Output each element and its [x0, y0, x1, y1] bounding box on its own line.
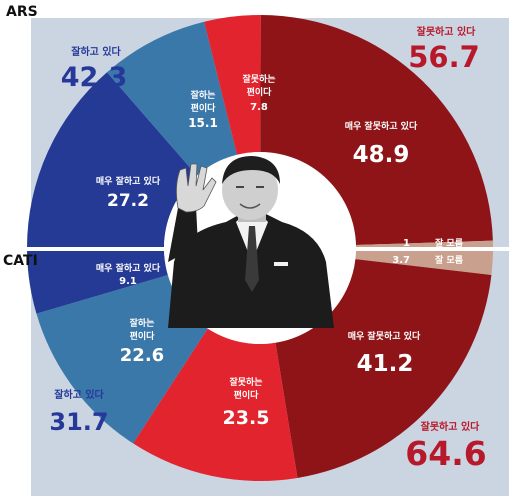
ars-very-bad-label: 매우 잘못하고 있다 — [345, 120, 418, 132]
cati-somewhat-bad-value: 23.5 — [223, 407, 270, 429]
cati-unknown-label: 잘 모름 — [435, 254, 463, 266]
ars-very-good-label: 매우 잘하고 있다 — [96, 175, 161, 187]
ars-section-label: ARS — [6, 4, 38, 20]
ars-somewhat-good-label-1: 잘하는 — [191, 89, 216, 101]
cati-section-label: CATI — [3, 253, 38, 269]
cati-slice-very-good — [27, 248, 168, 314]
ars-unknown-label: 잘 모름 — [435, 237, 463, 249]
cati-slice-very-bad — [275, 259, 492, 478]
ars-somewhat-good-label-2: 편이다 — [191, 102, 217, 114]
cati-very-good-value: 9.1 — [119, 276, 137, 287]
cati-slice-somewhat-good — [36, 275, 208, 444]
cati-unknown-value: 3.7 — [392, 255, 410, 266]
cati-somewhat-good-value: 22.6 — [120, 345, 164, 366]
ars-slice-very-bad — [260, 15, 493, 245]
cati-good-total-label: 잘하고 있다 — [54, 388, 104, 401]
cati-somewhat-bad-label-2: 편이다 — [234, 389, 260, 401]
ars-slice-somewhat-good — [107, 21, 238, 176]
ars-good-total-label: 잘하고 있다 — [71, 45, 121, 58]
cati-somewhat-bad-label-1: 잘못하는 — [229, 376, 262, 388]
president-photo — [168, 156, 334, 328]
cati-very-bad-value: 41.2 — [357, 351, 414, 377]
cati-somewhat-good-label-2: 편이다 — [130, 330, 156, 342]
ars-unknown-value: 1 — [403, 238, 410, 249]
cati-slice-somewhat-bad — [133, 328, 298, 481]
ars-somewhat-bad-label-2: 편이다 — [247, 86, 273, 98]
cati-somewhat-good-label-1: 잘하는 — [130, 317, 155, 329]
cati-good-total-value: 31.7 — [49, 408, 108, 436]
ars-somewhat-good-value: 15.1 — [188, 116, 218, 130]
ars-slice-somewhat-bad — [204, 15, 261, 155]
ars-very-good-value: 27.2 — [107, 191, 149, 211]
cati-bad-total-label: 잘못하고 있다 — [421, 420, 480, 433]
ars-bad-total-value: 56.7 — [408, 40, 480, 74]
cati-very-bad-label: 매우 잘못하고 있다 — [348, 330, 421, 342]
ars-good-total-value: 42.3 — [61, 62, 128, 93]
ars-slice-very-good — [27, 72, 197, 248]
ars-somewhat-bad-value: 7.8 — [250, 102, 268, 113]
cati-bad-total-value: 64.6 — [405, 434, 486, 473]
cati-slice-unknown — [355, 248, 493, 275]
ars-bad-total-label: 잘못하고 있다 — [417, 25, 476, 38]
ars-slice-unknown — [355, 240, 493, 248]
ars-somewhat-bad-label-1: 잘못하는 — [242, 73, 275, 85]
cati-very-good-label: 매우 잘하고 있다 — [96, 262, 161, 274]
ars-very-bad-value: 48.9 — [353, 142, 410, 168]
